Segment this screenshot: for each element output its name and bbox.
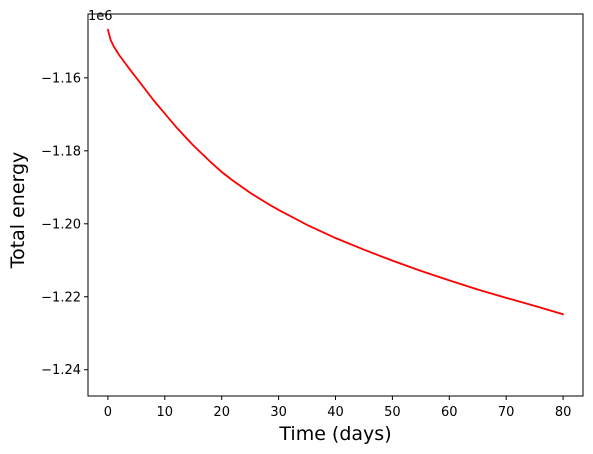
y-tick-label: −1.22 [41, 290, 81, 305]
x-tick-label: 40 [327, 405, 344, 420]
x-tick-label: 70 [498, 405, 515, 420]
y-tick-label: −1.18 [41, 144, 81, 159]
y-axis-label: Total energy [7, 152, 29, 270]
plot-frame [87, 13, 584, 397]
y-axis-ticks: −1.16 −1.18 −1.20 −1.22 −1.24 [41, 71, 88, 378]
y-tick-label: −1.24 [41, 363, 81, 378]
x-tick-label: 30 [270, 405, 287, 420]
x-tick-label: 60 [441, 405, 458, 420]
plot-background [88, 14, 583, 396]
x-tick-label: 20 [213, 405, 230, 420]
x-axis-ticks: 0 10 20 30 40 50 60 70 80 [104, 396, 572, 420]
y-tick-label: −1.16 [41, 71, 81, 86]
x-tick-label: 10 [157, 405, 174, 420]
y-tick-label: −1.20 [41, 217, 81, 232]
y-offset-label: 1e6 [88, 9, 113, 24]
series-layer [107, 28, 564, 316]
x-tick-label: 50 [384, 405, 401, 420]
x-axis-label: Time (days) [278, 423, 391, 445]
x-tick-label: 80 [555, 405, 572, 420]
series-line [107, 28, 564, 316]
x-tick-label: 0 [104, 405, 112, 420]
